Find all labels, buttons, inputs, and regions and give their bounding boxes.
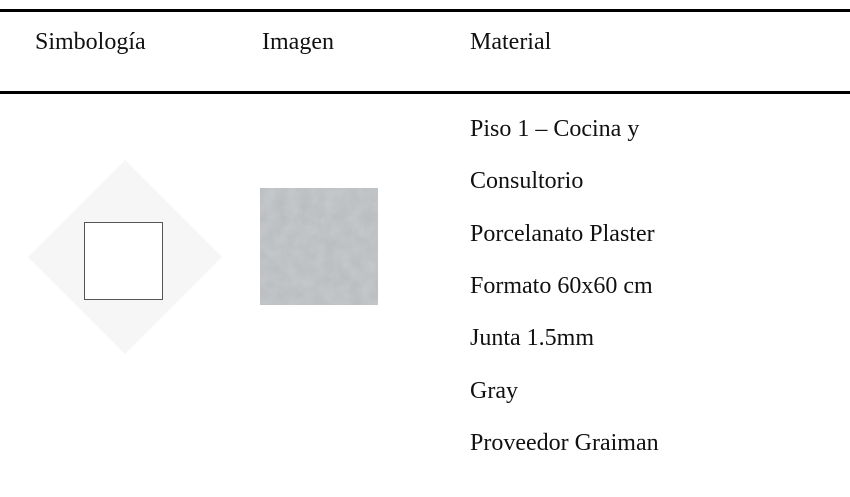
material-line: Proveedor Graiman <box>470 429 659 456</box>
top-rule <box>0 9 850 12</box>
material-line: Junta 1.5mm <box>470 325 594 352</box>
material-line: Formato 60x60 cm <box>470 272 653 299</box>
material-image-texture <box>260 188 378 305</box>
symbol-square <box>84 222 163 300</box>
material-line: Piso 1 – Cocina y <box>470 116 640 142</box>
material-line: Gray <box>470 377 518 404</box>
material-line: Consultorio <box>470 168 584 195</box>
header-cell: Imagen <box>262 29 334 55</box>
material-line: Porcelanato Plaster <box>470 220 655 247</box>
header-rule <box>0 91 850 94</box>
header-cell: Material <box>470 29 552 55</box>
header-cell: Simbología <box>35 29 146 55</box>
